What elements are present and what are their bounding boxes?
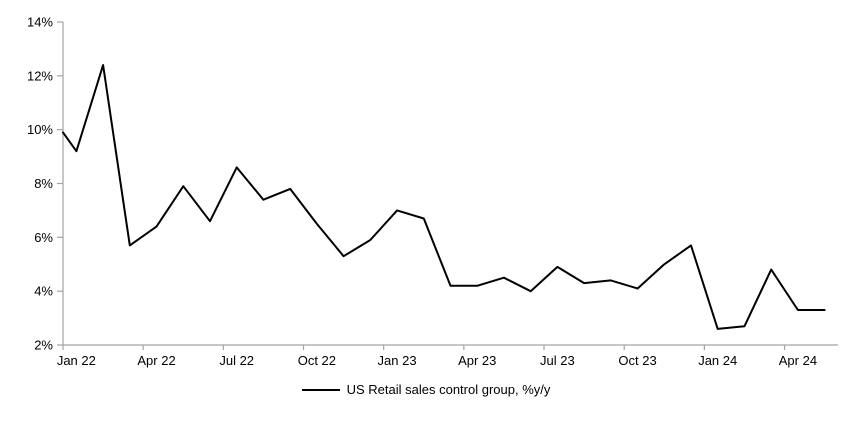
- x-tick-label: Jan 24: [698, 353, 737, 368]
- x-tick-label: Jul 22: [219, 353, 254, 368]
- y-tick-label: 6%: [34, 230, 53, 245]
- x-tick-label: Oct 22: [298, 353, 336, 368]
- x-tick-label: Jul 23: [540, 353, 575, 368]
- x-tick-label: Jan 22: [57, 353, 96, 368]
- x-tick-label: Apr 22: [137, 353, 175, 368]
- x-tick-label: Oct 23: [618, 353, 656, 368]
- chart-legend: US Retail sales control group, %y/y: [0, 382, 852, 397]
- x-tick-label: Apr 24: [779, 353, 817, 368]
- y-tick-label: 2%: [34, 338, 53, 353]
- x-tick-label: Apr 23: [458, 353, 496, 368]
- x-tick-label: Jan 23: [378, 353, 417, 368]
- x-axis: Jan 22 Apr 22 Jul 22 Oct 22 Jan 23 Apr 23 Jul …: [57, 344, 838, 368]
- line-chart: 2% 4% 6% 8% 10% 12% 14% Jan 22 Apr 22 Jul 22 Oct 2…: [27, 15, 838, 368]
- y-tick-label: 4%: [34, 284, 53, 299]
- legend-label: US Retail sales control group, %y/y: [346, 382, 551, 397]
- y-tick-label: 10%: [27, 122, 53, 137]
- y-tick-label: 8%: [34, 176, 53, 191]
- chart-line: [62, 64, 826, 330]
- y-tick-label: 14%: [27, 15, 53, 30]
- y-axis: 2% 4% 6% 8% 10% 12% 14%: [27, 15, 64, 353]
- legend-line-swatch-icon: [301, 388, 340, 391]
- y-tick-label: 12%: [27, 68, 53, 83]
